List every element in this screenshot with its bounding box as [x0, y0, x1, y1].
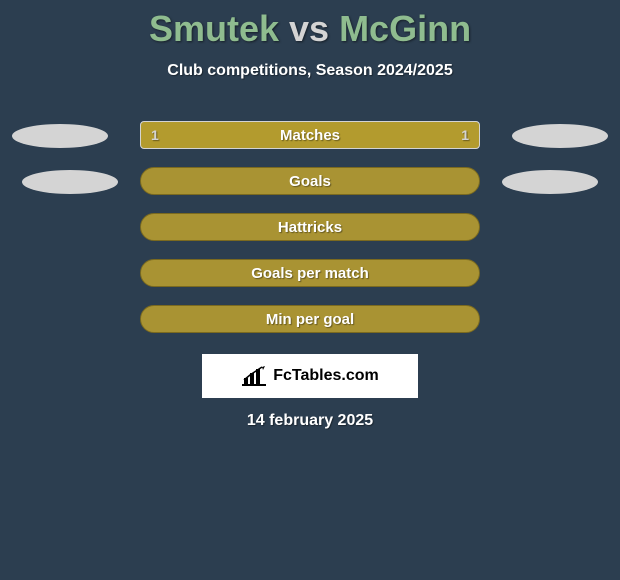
- player1-value: 1: [151, 127, 159, 143]
- stats-container: 1 Matches 1 Goals Hattricks Goals per ma…: [0, 118, 620, 348]
- stat-bar: Hattricks: [140, 213, 480, 241]
- player1-value-bubble: [22, 170, 118, 194]
- stat-bar: Goals: [140, 167, 480, 195]
- stat-row-hattricks: Hattricks: [0, 210, 620, 256]
- comparison-title: Smutek vs McGinn: [0, 0, 620, 50]
- stat-bar: Min per goal: [140, 305, 480, 333]
- comparison-subtitle: Club competitions, Season 2024/2025: [0, 62, 620, 80]
- player1-name: Smutek: [149, 8, 279, 49]
- player1-value-bubble: [12, 124, 108, 148]
- stat-label: Goals: [289, 173, 331, 190]
- vs-text: vs: [289, 8, 329, 49]
- player2-value-bubble: [512, 124, 608, 148]
- stat-label: Goals per match: [251, 265, 369, 282]
- bar-chart-icon: [241, 366, 267, 386]
- stat-label: Matches: [280, 127, 340, 144]
- brand-badge: FcTables.com: [202, 354, 418, 398]
- player2-name: McGinn: [339, 8, 471, 49]
- player2-value-bubble: [502, 170, 598, 194]
- stat-row-goals: Goals: [0, 164, 620, 210]
- stat-row-matches: 1 Matches 1: [0, 118, 620, 164]
- brand-text: FcTables.com: [273, 367, 379, 385]
- stat-label: Hattricks: [278, 219, 342, 236]
- stat-bar: 1 Matches 1: [140, 121, 480, 149]
- stat-row-min-per-goal: Min per goal: [0, 302, 620, 348]
- stat-row-goals-per-match: Goals per match: [0, 256, 620, 302]
- player2-value: 1: [461, 127, 469, 143]
- comparison-date: 14 february 2025: [0, 412, 620, 430]
- stat-label: Min per goal: [266, 311, 354, 328]
- stat-bar: Goals per match: [140, 259, 480, 287]
